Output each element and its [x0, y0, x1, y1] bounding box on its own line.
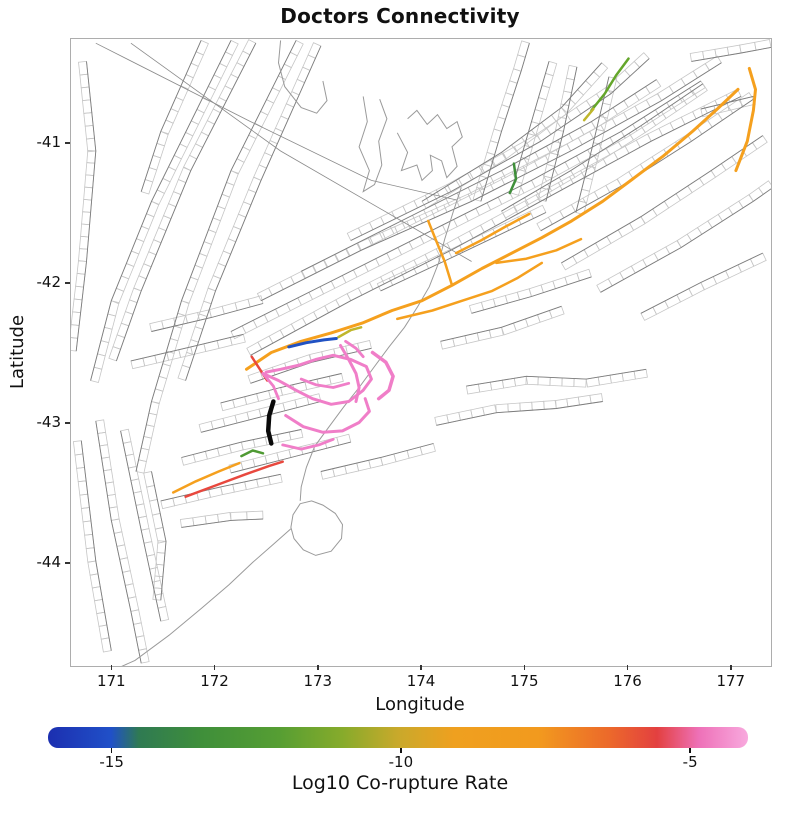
chart-title: Doctors Connectivity: [280, 4, 520, 28]
doctors-fault: [265, 399, 276, 446]
orange-branch-north: [426, 219, 454, 287]
pink-loop-main: [261, 353, 373, 406]
x-tick-mark: [110, 665, 113, 670]
colorbar-tick-mark: [689, 748, 691, 753]
map-canvas: [71, 39, 771, 666]
x-tick-label: 175: [509, 672, 539, 690]
yellow-northeast-short: [582, 107, 595, 122]
x-axis-label: Longitude: [375, 694, 465, 715]
x-tick-mark: [317, 665, 319, 670]
colorbar-label: Log10 Co-rupture Rate: [291, 772, 509, 794]
orange-branch-mid: [495, 237, 583, 265]
x-tick-label: 176: [613, 672, 642, 690]
x-tick-mark: [213, 665, 216, 670]
x-tick-label: 174: [406, 672, 436, 690]
y-tick-mark: [65, 562, 70, 564]
yellow-mid: [337, 326, 363, 339]
colorbar-tick-label: -10: [388, 753, 414, 771]
green-mid: [508, 162, 518, 195]
colorbar-tick-mark: [110, 748, 113, 753]
red-southwest: [184, 460, 284, 498]
x-tick-mark: [523, 665, 526, 670]
y-axis-label: Latitude: [7, 314, 28, 390]
y-tick-mark: [65, 142, 70, 144]
colorbar-tick-label: -5: [682, 753, 698, 771]
blue-segment: [287, 337, 338, 349]
x-tick-label: 171: [96, 672, 126, 690]
pink-bottom-strand: [281, 437, 335, 451]
y-tick-label: -42: [36, 272, 62, 291]
pink-loop-south: [284, 397, 371, 434]
orange-southwest: [171, 461, 241, 494]
pink-link-trunk: [344, 339, 365, 359]
orange-east-arc: [734, 66, 757, 173]
green-southwest-short: [240, 449, 265, 458]
y-tick-mark: [65, 282, 70, 284]
x-tick-label: 177: [716, 672, 746, 690]
green-northeast: [590, 57, 630, 112]
x-tick-label: 173: [303, 672, 333, 690]
orange-branch-inner: [454, 212, 531, 255]
y-tick-label: -43: [36, 412, 62, 431]
x-tick-label: 172: [200, 672, 229, 690]
y-tick-mark: [65, 422, 70, 424]
pink-hook-east: [370, 350, 395, 401]
plot-area: [70, 38, 772, 667]
pink-strand-north: [339, 344, 361, 403]
orange-branch-south: [396, 261, 544, 321]
pink-west-strand: [261, 372, 280, 401]
y-tick-label: -44: [36, 552, 62, 571]
colorbar-tick-label: -15: [99, 753, 124, 771]
pink-inner: [299, 377, 351, 389]
colorbar: [48, 727, 748, 748]
y-tick-label: -41: [36, 132, 62, 151]
orange-main-trunk: [245, 87, 740, 371]
x-tick-mark: [730, 665, 732, 670]
x-tick-mark: [420, 665, 422, 670]
colorbar-tick-mark: [400, 748, 402, 753]
x-tick-mark: [626, 665, 629, 670]
